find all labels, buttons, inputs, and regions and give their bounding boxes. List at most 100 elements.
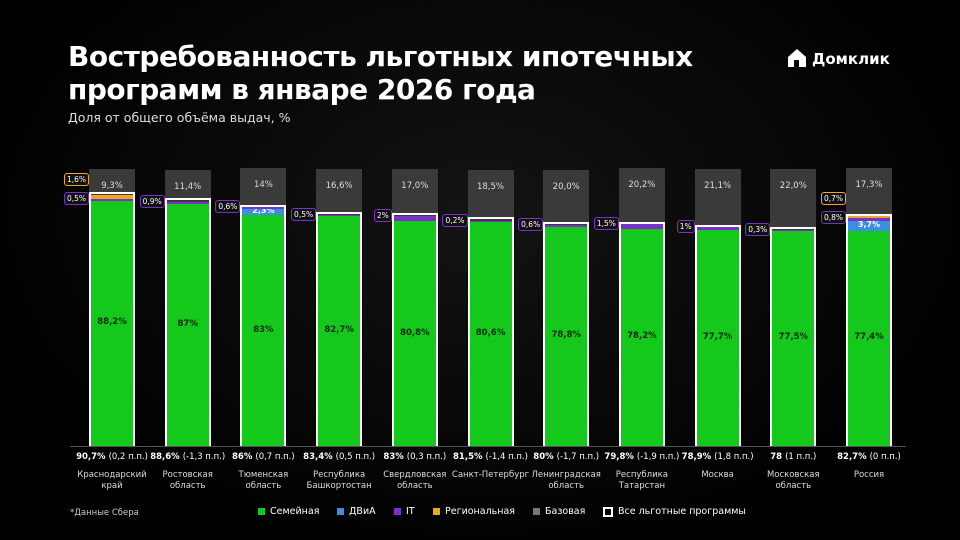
value-label: 0,6%	[518, 218, 544, 232]
legend-swatch	[533, 508, 540, 515]
category-label: Россия	[853, 470, 885, 480]
bar-segment	[393, 221, 436, 446]
total-outline	[240, 204, 287, 446]
value-label: 77,7%	[702, 331, 733, 342]
value-label: 1,6%	[63, 173, 89, 187]
value-label: 11,4%	[174, 181, 202, 192]
legend-swatch	[603, 506, 613, 517]
legend-swatch	[258, 508, 265, 515]
value-label: 1,5%	[593, 217, 619, 231]
category-label: Ростовская область	[162, 470, 213, 491]
total-label: 88,6% (-1,3 п.п.)	[148, 452, 228, 462]
category-label: Московская область	[766, 470, 820, 491]
value-label: 78,2%	[627, 331, 657, 342]
category-label: Краснодарский край	[77, 470, 147, 491]
value-label: 0,5%	[63, 192, 89, 206]
bar-segment	[240, 168, 287, 208]
total-value: 83%	[383, 452, 404, 462]
bar-segment	[469, 221, 512, 446]
bar-segment	[545, 225, 588, 227]
value-label: 88,2%	[97, 317, 127, 328]
bar-segment	[164, 169, 211, 202]
bar-segment	[620, 228, 663, 446]
total-label: 78 (1 п.п.)	[753, 452, 833, 462]
bar-segment	[543, 169, 590, 226]
value-label: 21,1%	[704, 180, 732, 191]
value-label: 0,5%	[291, 207, 317, 221]
legend-text: Региональная	[445, 506, 516, 517]
bar-segment	[166, 201, 209, 205]
legend-item: IT	[394, 506, 415, 517]
footnote: *Данные Сбера	[70, 508, 139, 518]
total-outline	[694, 224, 741, 446]
bar-segment	[318, 216, 361, 446]
value-label: 0,2%	[442, 214, 468, 228]
logo-icon	[788, 49, 806, 67]
value-label: 77,4%	[854, 332, 884, 343]
total-value: 78	[770, 452, 783, 462]
bar-segment	[467, 169, 514, 222]
bar-segment	[772, 230, 815, 446]
legend-text: Базовая	[545, 506, 586, 517]
total-label: 90,7% (0,2 п.п.)	[72, 452, 152, 462]
total-outline	[89, 191, 135, 446]
value-label: 17,0%	[401, 180, 429, 191]
value-label: 18,5%	[476, 181, 504, 192]
total-change: (-1,3 п.п.)	[182, 452, 226, 462]
bar-segment	[694, 168, 741, 228]
legend-item: Все льготные программы	[603, 506, 746, 517]
legend-text: Все льготные программы	[618, 506, 746, 517]
category-label: Москва	[701, 470, 734, 480]
total-label: 80% (-1,7 п.п.)	[526, 452, 606, 462]
value-label: 80,6%	[475, 327, 506, 338]
value-label: 14%	[253, 180, 273, 191]
value-label: 83%	[253, 324, 274, 335]
value-label: 16,6%	[325, 180, 353, 191]
total-value: 82,7%	[837, 452, 867, 462]
category-label: Республика Башкортостан	[306, 470, 372, 491]
total-change: (1 п.п.)	[785, 452, 817, 462]
value-label: 78,8%	[551, 330, 581, 341]
total-value: 78,9%	[681, 452, 712, 462]
value-label: 20,2%	[628, 180, 656, 191]
bar-segment	[846, 168, 892, 217]
bar-segment	[242, 207, 285, 209]
bar-segment	[696, 229, 739, 446]
bar-segment	[545, 226, 588, 446]
value-label: 20,0%	[552, 181, 580, 192]
legend-item: Семейная	[258, 506, 319, 517]
category-label: Свердловская область	[383, 470, 447, 491]
bar-segment	[848, 230, 890, 446]
total-change: (-1,7 п.п.)	[556, 452, 600, 462]
bar-segment	[391, 168, 438, 216]
value-label: 0,6%	[215, 200, 241, 214]
baseline	[70, 446, 906, 447]
bar-segment	[848, 216, 890, 219]
bar-segment	[696, 227, 739, 230]
total-outline	[770, 227, 817, 446]
value-label: 17,3%	[855, 180, 883, 191]
total-outline	[467, 217, 514, 446]
legend-swatch	[433, 508, 440, 515]
legend-text: IT	[406, 506, 415, 517]
value-label: 87%	[177, 319, 198, 330]
bar-segment	[242, 215, 285, 446]
total-label: 82,7% (0 п.п.)	[829, 452, 909, 462]
total-value: 80%	[533, 452, 554, 462]
category-label: Республика Татарстан	[615, 470, 668, 491]
total-value: 79,8%	[604, 452, 634, 462]
bar-segment	[91, 200, 133, 446]
total-value: 81,5%	[453, 452, 483, 462]
legend-item: Региональная	[433, 506, 515, 517]
total-change: (0,7 п.п.)	[255, 452, 295, 462]
value-label: 2%	[373, 208, 392, 222]
bar-segment	[393, 215, 436, 222]
legend-text: Семейная	[270, 506, 320, 517]
bar-segment	[166, 204, 209, 446]
brand: Домклик	[812, 50, 890, 68]
bar-segment	[848, 218, 890, 221]
total-label: 83,4% (0,5 п.п.)	[299, 452, 379, 462]
value-label: 77,5%	[778, 332, 809, 343]
total-value: 86%	[232, 452, 253, 462]
category-label: Ленинградская область	[531, 470, 601, 491]
